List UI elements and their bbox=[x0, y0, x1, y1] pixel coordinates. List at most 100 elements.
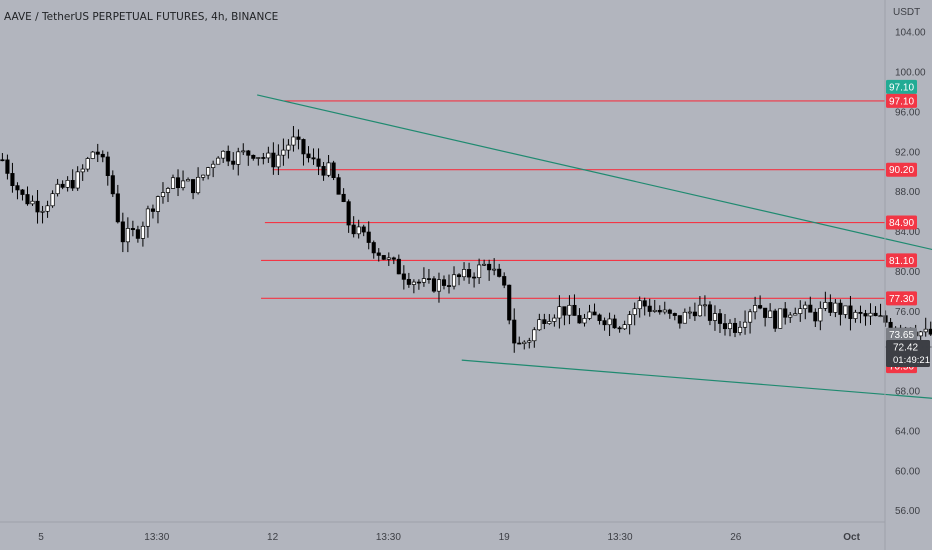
candle-body bbox=[281, 149, 286, 156]
candle-body bbox=[552, 317, 557, 322]
price-tick-label: 96.00 bbox=[895, 107, 920, 118]
candle-body bbox=[627, 314, 632, 325]
candle-body bbox=[186, 179, 191, 182]
candle-body bbox=[65, 180, 70, 188]
candle-body bbox=[30, 200, 35, 205]
trend-lines[interactable] bbox=[257, 94, 932, 429]
candle-body bbox=[502, 276, 507, 286]
candle-body bbox=[0, 159, 5, 162]
candle-body bbox=[50, 193, 55, 207]
candle-body bbox=[612, 318, 617, 329]
candle-body bbox=[652, 309, 657, 312]
price-label-badge bbox=[886, 93, 917, 108]
price-tick-label: 60.00 bbox=[895, 466, 920, 477]
candle-body bbox=[477, 264, 482, 278]
candle-body bbox=[216, 157, 221, 165]
price-axis-labels: 97.10 97.10 90.20 84.90 81.10 77.30 73.65 70.50… bbox=[885, 79, 932, 374]
candle-body bbox=[241, 150, 246, 153]
candle-body bbox=[336, 177, 341, 195]
bar-countdown-text: 01:49:21 bbox=[893, 355, 930, 366]
price-label-badge bbox=[886, 291, 917, 306]
time-tick-label: 19 bbox=[499, 532, 511, 543]
candle-body bbox=[341, 193, 346, 203]
candlestick-series bbox=[0, 126, 932, 353]
candle-body bbox=[813, 311, 818, 322]
candle-body bbox=[110, 175, 115, 195]
candle-body bbox=[863, 313, 868, 317]
candle-body bbox=[165, 188, 171, 193]
candle-body bbox=[883, 315, 888, 323]
candle-body bbox=[180, 180, 186, 189]
time-axis[interactable]: 513:301213:301913:3026Oct51013:301713:30… bbox=[38, 532, 932, 543]
candle-body bbox=[271, 152, 276, 168]
price-label-text: 77.30 bbox=[889, 294, 914, 305]
candle-body bbox=[818, 308, 823, 322]
candle-body bbox=[918, 331, 923, 337]
candle-body bbox=[848, 305, 853, 319]
candle-body bbox=[40, 210, 45, 213]
candle-body bbox=[617, 327, 622, 330]
candle-body bbox=[55, 183, 60, 195]
candle-body bbox=[788, 314, 793, 318]
candle-body bbox=[160, 192, 166, 198]
candle-body bbox=[622, 324, 627, 330]
candle-body bbox=[140, 225, 145, 239]
candle-body bbox=[873, 312, 878, 317]
price-label-text: 97.10 bbox=[889, 82, 914, 93]
candle-body bbox=[231, 160, 236, 165]
candle-body bbox=[211, 163, 216, 168]
candle-body bbox=[45, 205, 50, 212]
candle-body bbox=[381, 255, 386, 260]
candle-body bbox=[125, 228, 130, 243]
candle-body bbox=[587, 311, 592, 319]
trend-line bbox=[461, 359, 932, 399]
price-tick-label: 68.00 bbox=[895, 387, 920, 398]
candle-body bbox=[246, 150, 251, 156]
candle-body bbox=[547, 321, 552, 324]
candle-body bbox=[115, 193, 120, 223]
candle-body bbox=[833, 302, 838, 313]
candle-body bbox=[748, 311, 753, 323]
trend-line bbox=[257, 94, 932, 251]
candle-body bbox=[572, 304, 577, 316]
candle-body bbox=[196, 176, 201, 194]
candle-body bbox=[517, 342, 522, 345]
candle-body bbox=[331, 162, 336, 179]
candle-body bbox=[597, 314, 602, 321]
candle-body bbox=[672, 313, 677, 316]
candle-body bbox=[221, 150, 226, 159]
candle-body bbox=[512, 319, 517, 344]
candle-body bbox=[773, 310, 778, 329]
candle-body bbox=[201, 174, 206, 178]
candle-body bbox=[677, 315, 682, 324]
candle-body bbox=[853, 311, 858, 319]
candle-body bbox=[391, 257, 396, 260]
candle-body bbox=[737, 326, 743, 333]
price-label-badge bbox=[886, 79, 917, 94]
candle-body bbox=[858, 311, 863, 314]
candle-body bbox=[175, 177, 181, 189]
candle-body bbox=[637, 300, 642, 310]
candle-body bbox=[697, 304, 702, 317]
candle-body bbox=[436, 279, 442, 292]
candle-body bbox=[150, 208, 155, 212]
candle-body bbox=[316, 158, 321, 167]
candle-body bbox=[356, 226, 361, 235]
candle-body bbox=[808, 304, 813, 313]
candle-body bbox=[507, 284, 512, 321]
time-tick-label: 12 bbox=[267, 532, 279, 543]
candle-body bbox=[868, 312, 873, 317]
candle-body bbox=[462, 269, 467, 278]
candle-body bbox=[80, 168, 85, 173]
candle-body bbox=[687, 311, 692, 314]
candle-body bbox=[206, 167, 211, 176]
candle-body bbox=[10, 173, 15, 186]
candle-body bbox=[85, 158, 90, 170]
price-tick-label: 56.00 bbox=[895, 506, 920, 517]
price-tick-label: 100.00 bbox=[895, 68, 926, 79]
candle-body bbox=[15, 185, 20, 191]
candle-body bbox=[592, 311, 597, 316]
candle-body bbox=[497, 268, 502, 277]
candle-body bbox=[446, 285, 452, 287]
